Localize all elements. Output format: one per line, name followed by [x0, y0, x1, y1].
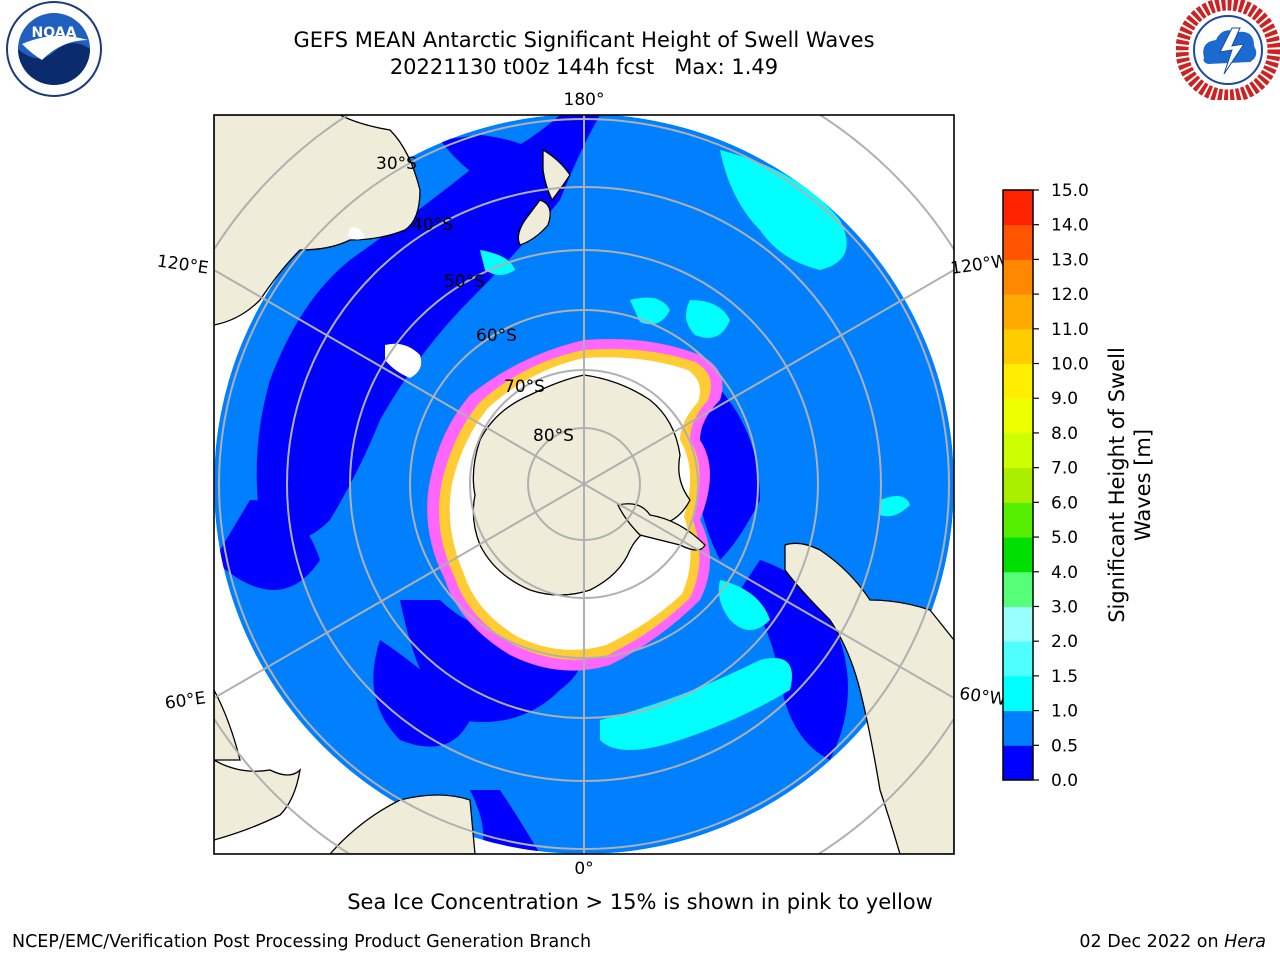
colorbar-tick-label: 8.0: [1051, 424, 1078, 444]
noaa-logo: NOAA: [6, 1, 102, 97]
colorbar-tick-label: 1.0: [1051, 702, 1078, 722]
colorbar-swatch: [1003, 328, 1033, 365]
chart-subtitle: 20221130 t00z 144h fcst Max: 1.49: [389, 55, 779, 79]
colorbar-tick-label: 0.5: [1051, 736, 1078, 756]
land-new-zealand-north: [542, 148, 571, 202]
colorbar: 0.0 0.5 1.0 1.5 2.0 3.0 4.0 5.0 6.0 7.0 8.0 9.0 10.0…: [1002, 181, 1155, 791]
noaa-logo-text: NOAA: [32, 25, 77, 41]
colorbar-swatch: [1003, 606, 1033, 642]
lon-label-180: 180°: [564, 90, 605, 110]
colorbar-tick-label: 15.0: [1051, 181, 1089, 201]
colorbar-tick-label: 9.0: [1051, 389, 1078, 409]
nws-logo: [1176, 0, 1280, 100]
low-swell-region-s: [400, 600, 580, 722]
colorbar-frame: [1002, 189, 1034, 781]
sea-ice-caption: Sea Ice Concentration > 15% is shown in …: [347, 890, 933, 914]
colorbar-label-line2: Waves [m]: [1131, 429, 1155, 541]
map-frame: [213, 114, 955, 855]
colorbar-swatch: [1003, 745, 1033, 781]
colorbar-swatch: [1003, 502, 1033, 538]
colorbar-tick-label: 6.0: [1051, 493, 1078, 513]
colorbar-tick-label: 10.0: [1051, 355, 1089, 375]
producer-credit: NCEP/EMC/Verification Post Processing Pr…: [12, 932, 592, 952]
land-madagascar: [214, 759, 301, 841]
chart-title: GEFS MEAN Antarctic Significant Height o…: [293, 28, 875, 52]
colorbar-swatch: [1003, 467, 1033, 503]
land-new-zealand-south: [517, 199, 551, 246]
colorbar-tick-label: 14.0: [1051, 216, 1089, 236]
colorbar-swatch: [1003, 571, 1033, 607]
lon-label-60e: 60°E: [164, 688, 207, 713]
low-swell-region-e: [695, 370, 760, 560]
run-date: 02 Dec 2022 on Hera: [1079, 932, 1266, 952]
colorbar-tick-label: 7.0: [1051, 459, 1078, 479]
run-date-text: 02 Dec 2022 on: [1079, 932, 1225, 952]
lat-label-60s: 60°S: [476, 326, 517, 346]
swell-cyan-patch-ne: [720, 150, 847, 270]
colorbar-swatch: [1003, 190, 1033, 226]
colorbar-tick-label: 2.0: [1051, 632, 1078, 652]
host-name: Hera: [1224, 932, 1266, 952]
colorbar-swatch: [1003, 432, 1033, 469]
colorbar-swatch: [1003, 537, 1033, 573]
colorbar-swatch: [1003, 710, 1033, 746]
lat-label-80s: 80°S: [533, 426, 574, 446]
swell-cyan-patch-s: [600, 658, 792, 750]
colorbar-swatch: [1003, 259, 1033, 295]
colorbar-tick-label: 0.0: [1051, 771, 1078, 791]
lat-label-50s: 50°S: [444, 272, 485, 292]
land-south-america: [784, 542, 954, 854]
lat-label-40s: 40°S: [412, 215, 453, 235]
lat-label-30s: 30°S: [376, 154, 417, 174]
colorbar-tick-label: 11.0: [1051, 320, 1089, 340]
colorbar-tick-label: 3.0: [1051, 597, 1078, 617]
colorbar-swatch: [1003, 398, 1033, 434]
colorbar-tick-label: 12.0: [1051, 285, 1089, 305]
colorbar-tick-label: 1.5: [1051, 667, 1078, 687]
colorbar-swatch: [1003, 675, 1033, 712]
graticule: [214, 115, 954, 854]
lon-label-0: 0°: [574, 859, 593, 879]
lat-label-70s: 70°S: [504, 377, 545, 397]
colorbar-swatch: [1003, 294, 1033, 330]
colorbar-tick-label: 5.0: [1051, 528, 1078, 548]
colorbar-swatch: [1003, 363, 1033, 399]
colorbar-label-line1: Significant Height of Swell: [1105, 347, 1129, 623]
colorbar-tick-label: 13.0: [1051, 250, 1089, 270]
colorbar-swatch: [1003, 641, 1033, 677]
lon-label-120e: 120°E: [156, 252, 210, 279]
colorbar-swatch: [1003, 224, 1033, 260]
colorbar-tick-label: 4.0: [1051, 563, 1078, 583]
